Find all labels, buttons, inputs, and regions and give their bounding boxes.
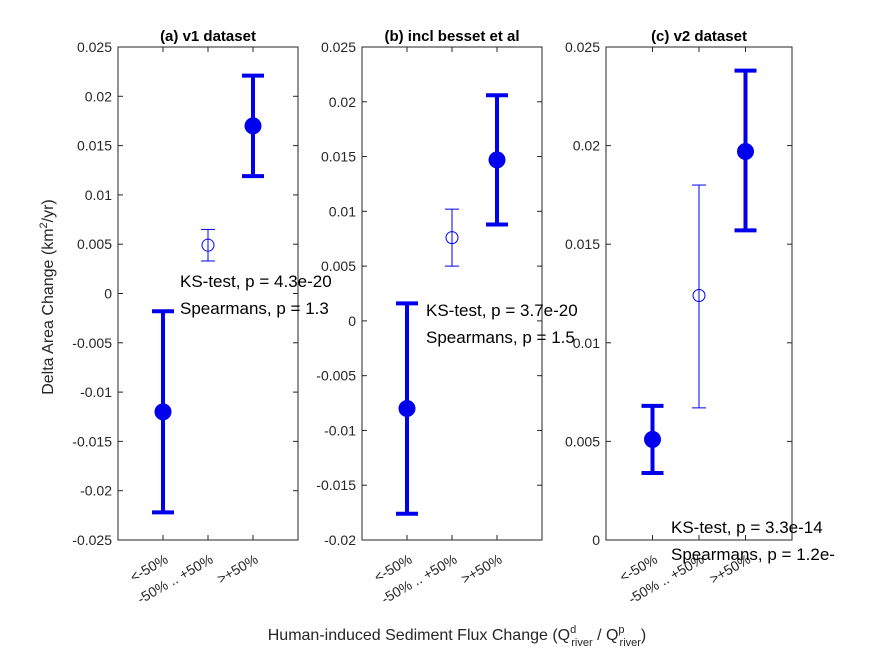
y-tick-label: 0.01	[329, 203, 356, 219]
y-tick-label: -0.01	[324, 422, 356, 438]
y-axis-label: Delta Area Change (km2/yr)	[38, 199, 57, 395]
y-tick-label: 0.02	[329, 94, 356, 110]
data-point-filled	[737, 143, 754, 161]
errorbar-point	[152, 309, 174, 515]
x-tick-label: >+50%	[458, 551, 504, 587]
panel-title: (c) v2 dataset	[651, 28, 747, 45]
y-tick-label: 0.015	[77, 138, 112, 154]
y-tick-label: 0.025	[77, 39, 112, 55]
errorbar-point	[201, 228, 215, 262]
data-point-filled	[154, 403, 172, 421]
errorbar-point	[734, 68, 757, 233]
y-tick-label: -0.005	[72, 335, 112, 351]
y-tick-label: 0	[592, 532, 600, 548]
data-point-open	[445, 231, 459, 245]
axes-box	[117, 46, 299, 541]
y-tick-label: 0.02	[85, 88, 112, 104]
spearman-annotation: Spearmans, p = 1.2e-	[671, 545, 835, 564]
y-tick-label: 0.015	[565, 236, 600, 252]
y-tick-label: -0.01	[80, 384, 112, 400]
y-tick-label: -0.02	[80, 483, 112, 499]
panel-title: (a) v1 dataset	[160, 28, 256, 45]
x-tick-label: >+50%	[214, 551, 260, 587]
errorbar-point	[641, 403, 664, 475]
ks-test-annotation: KS-test, p = 3.3e-14	[671, 518, 823, 537]
y-tick-label: 0.005	[321, 258, 356, 274]
data-point-filled	[398, 400, 416, 418]
panel-1: -0.025 -0.02 -0.015 -0.01 -0.005 0 0.005 0.01 0.…	[72, 28, 299, 607]
errorbar-point	[396, 301, 418, 516]
y-tick-label: 0.025	[321, 39, 356, 55]
data-point-open	[692, 288, 706, 302]
y-tick-label: 0	[348, 313, 356, 329]
spearman-annotation: Spearmans, p = 1.5	[426, 328, 575, 347]
ks-test-annotation: KS-test, p = 4.3e-20	[180, 272, 332, 291]
y-tick-label: 0.005	[565, 433, 600, 449]
data-point-filled	[644, 430, 661, 448]
y-tick-label: 0.01	[85, 187, 112, 203]
y-tick-label: -0.005	[316, 368, 356, 384]
ks-test-annotation: KS-test, p = 3.7e-20	[426, 301, 578, 320]
data-point-filled	[488, 151, 506, 169]
data-point-filled	[244, 117, 262, 135]
errorbar-point	[486, 93, 508, 227]
y-tick-label: 0.025	[565, 39, 600, 55]
errorbar-point	[445, 208, 459, 267]
panel-title: (b) incl besset et al	[384, 28, 519, 45]
y-tick-label: -0.02	[324, 532, 356, 548]
y-tick-label: 0.015	[321, 149, 356, 165]
y-tick-label: 0.005	[77, 236, 112, 252]
y-tick-label: 0.02	[573, 138, 600, 154]
x-axis-label: Human-induced Sediment Flux Change (Qd ri…	[268, 624, 647, 649]
y-tick-label: 0	[104, 286, 112, 302]
spearman-annotation: Spearmans, p = 1.3	[180, 299, 329, 318]
axes-box	[361, 46, 543, 541]
y-tick-label: -0.015	[316, 477, 356, 493]
y-tick-label: 0.01	[573, 335, 600, 351]
errorbar-point	[242, 73, 264, 179]
y-tick-label: -0.025	[72, 532, 112, 548]
y-tick-label: -0.015	[72, 433, 112, 449]
data-point-open	[201, 238, 215, 252]
annotations: KS-test, p = 4.3e-20 Spearmans, p = 1.3 KS…	[180, 272, 835, 564]
errorbar-point	[692, 184, 706, 409]
